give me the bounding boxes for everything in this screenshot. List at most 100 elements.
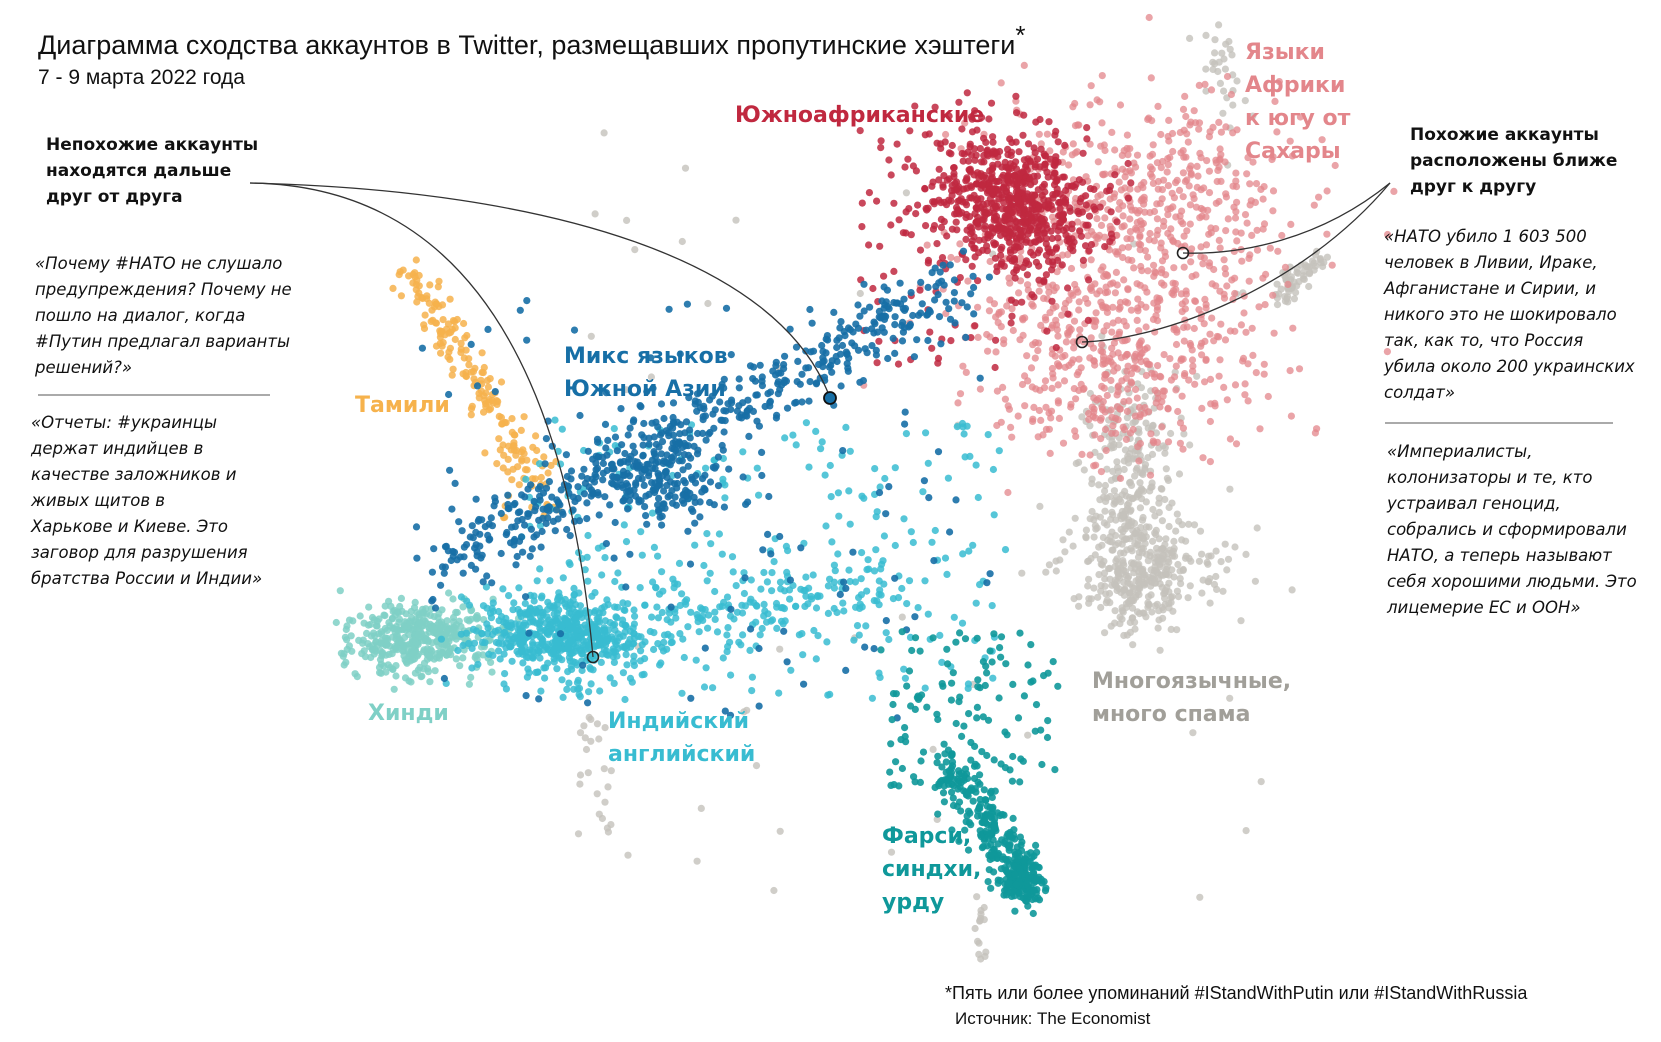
point-african: [1223, 72, 1232, 81]
point-african: [1203, 157, 1211, 165]
point-hindi: [392, 623, 400, 631]
point-multilingual: [1226, 694, 1234, 702]
point-indian_english: [863, 587, 871, 595]
point-african: [1052, 316, 1060, 324]
point-african: [1269, 153, 1277, 161]
point-indian_english: [555, 589, 563, 597]
point-indian_english: [567, 662, 575, 670]
point-african: [1189, 362, 1197, 370]
point-south_asia_mix: [622, 583, 630, 591]
point-indian_english: [620, 521, 628, 529]
point-multilingual: [1168, 566, 1176, 574]
point-south_asia_mix: [680, 477, 688, 485]
point-south_asia_mix: [566, 532, 574, 540]
point-south_asia_mix: [640, 481, 648, 489]
point-indian_english: [574, 676, 582, 684]
point-indian_english: [564, 644, 572, 653]
point-african: [1069, 356, 1077, 364]
point-south_asia_mix: [758, 448, 766, 456]
point-african: [1146, 471, 1155, 479]
point-tamil: [462, 372, 470, 380]
point-african: [1110, 367, 1118, 375]
point-hindi: [378, 649, 387, 657]
point-indian_english: [812, 427, 820, 435]
point-multilingual: [1204, 560, 1212, 568]
point-african: [1244, 397, 1252, 405]
point-indian_english: [687, 608, 695, 616]
point-indian_english: [532, 668, 540, 677]
point-african: [1153, 306, 1161, 314]
point-hindi: [426, 678, 434, 686]
point-south_african: [968, 262, 976, 270]
point-indian_english: [657, 659, 665, 667]
point-indian_english: [787, 666, 795, 674]
point-south_asia_mix: [970, 310, 978, 318]
point-indian_english: [692, 656, 700, 664]
point-indian_english: [637, 647, 645, 655]
point-south_african: [901, 163, 909, 171]
point-indian_english: [902, 430, 911, 438]
point-south_asia_mix: [580, 490, 589, 498]
point-multilingual: [1220, 87, 1228, 95]
point-multilingual: [1107, 622, 1115, 630]
point-south_asia_mix: [650, 433, 658, 441]
point-indian_english: [592, 629, 600, 637]
point-african: [1128, 206, 1136, 214]
point-south_asia_mix: [527, 481, 535, 489]
point-south_asia_mix: [749, 375, 757, 383]
point-south_asia_mix: [625, 455, 633, 463]
point-african: [1246, 201, 1254, 209]
point-african: [1296, 113, 1304, 121]
point-south_african: [924, 204, 932, 212]
point-south_asia_mix: [616, 458, 625, 466]
point-south_asia_mix: [671, 493, 679, 501]
point-african: [1109, 303, 1117, 311]
point-south_asia_mix: [772, 362, 780, 370]
point-south_asia_mix: [962, 333, 970, 341]
point-indian_english: [757, 585, 765, 593]
point-south_asia_mix: [412, 523, 421, 531]
point-multilingual: [1148, 450, 1157, 458]
point-african: [1154, 177, 1162, 186]
point-south_asia_mix: [527, 525, 536, 533]
point-indian_english: [650, 645, 658, 654]
point-african: [1014, 412, 1022, 420]
point-indian_english: [989, 674, 997, 682]
point-south_asia_mix: [758, 471, 766, 480]
point-south_asia_mix: [711, 464, 719, 472]
point-south_asia_mix: [837, 382, 845, 390]
point-south_asia_mix: [455, 518, 463, 526]
point-african: [1248, 324, 1256, 332]
point-multilingual: [1273, 301, 1282, 309]
point-south_asia_mix: [747, 625, 755, 633]
point-multilingual: [1242, 827, 1250, 835]
point-south_asia_mix: [603, 451, 611, 459]
point-indian_english: [835, 512, 843, 520]
point-african: [1201, 80, 1209, 88]
point-multilingual: [1122, 492, 1130, 500]
point-multilingual: [1135, 591, 1143, 599]
point-south_african: [1127, 179, 1135, 187]
point-indian_english: [726, 638, 734, 646]
point-south_african: [858, 223, 866, 231]
point-indian_english: [631, 612, 639, 620]
point-south_asia_mix: [584, 447, 592, 455]
point-african: [1016, 277, 1025, 285]
point-african: [1172, 340, 1181, 349]
point-african: [1221, 336, 1230, 344]
point-south_asia_mix: [599, 476, 607, 484]
point-african: [1020, 61, 1028, 69]
point-south_asia_mix: [545, 478, 554, 486]
point-african: [1172, 213, 1180, 221]
point-african: [1150, 439, 1158, 447]
point-south_african: [980, 158, 988, 166]
point-indian_english: [597, 658, 605, 667]
point-south_asia_mix: [946, 261, 954, 269]
point-indian_english: [695, 628, 703, 636]
point-indian_english: [529, 654, 537, 662]
point-indian_english: [988, 602, 996, 610]
point-african: [1180, 153, 1188, 161]
point-indian_english: [655, 590, 664, 598]
point-african: [1249, 158, 1257, 166]
point-indian_english: [718, 550, 726, 558]
